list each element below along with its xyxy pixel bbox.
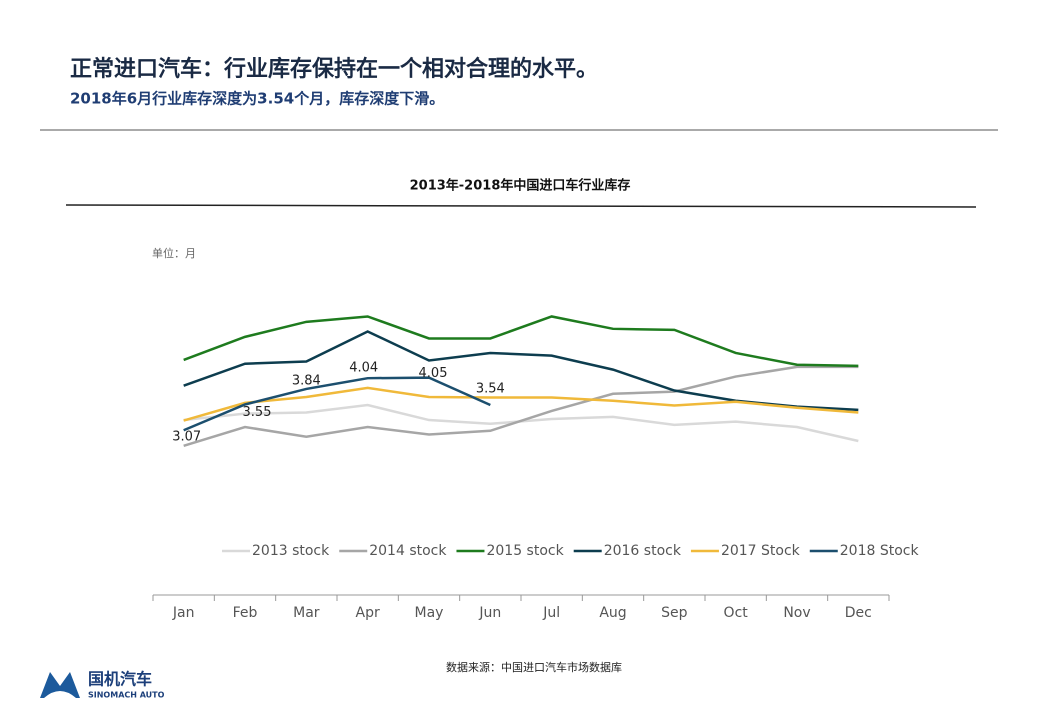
series-line: [183, 315, 859, 368]
series-line: [183, 403, 859, 443]
data-label: 4.04: [349, 361, 378, 376]
x-tick-label: Sep: [661, 605, 688, 621]
unit-label: 单位：月: [152, 246, 196, 260]
x-tick-label: Mar: [293, 605, 320, 621]
logo-mark: [40, 672, 80, 698]
x-tick-label: Jan: [172, 605, 195, 621]
logo: 国机汽车 SINOMACH AUTO: [40, 670, 165, 700]
legend-label: 2014 stock: [369, 543, 447, 559]
x-tick-label: Apr: [356, 605, 380, 621]
x-tick-label: Dec: [845, 605, 872, 621]
slide-subtitle: 2018年6月行业库存深度为3.54个月，库存深度下滑。: [70, 90, 444, 108]
data-label: 3.07: [172, 430, 201, 445]
legend-label: 2013 stock: [252, 543, 330, 559]
slide-title: 正常进口汽车：行业库存保持在一个相对合理的水平。: [70, 56, 598, 82]
x-tick-label: Aug: [599, 605, 626, 621]
legend-label: 2015 stock: [486, 543, 564, 559]
brand-en: SINOMACH AUTO: [88, 691, 165, 700]
series-line: [183, 365, 859, 448]
x-tick-label: Feb: [233, 605, 258, 621]
x-tick-label: Jul: [542, 605, 560, 621]
x-tick-label: Oct: [724, 605, 749, 621]
x-tick-label: Jun: [478, 605, 501, 621]
x-tick-label: May: [415, 605, 444, 621]
data-label: 3.55: [243, 405, 272, 420]
legend-label: 2018 Stock: [840, 543, 920, 559]
data-label: 3.54: [476, 382, 505, 397]
chart-title: 2013年-2018年中国进口车行业库存: [410, 178, 631, 194]
legend-label: 2016 stock: [604, 543, 682, 559]
series-line: [183, 386, 859, 422]
x-tick-label: Nov: [783, 605, 810, 621]
brand: 国机汽车: [88, 670, 152, 689]
logo-mark-cut: [44, 691, 76, 698]
data-label: 4.05: [419, 366, 448, 381]
data-label: 3.84: [292, 373, 321, 388]
chart-title-rule: [65, 204, 977, 208]
series-line: [183, 376, 491, 432]
legend-label: 2017 Stock: [721, 543, 801, 559]
source: 数据来源：中国进口汽车市场数据库: [446, 660, 622, 674]
